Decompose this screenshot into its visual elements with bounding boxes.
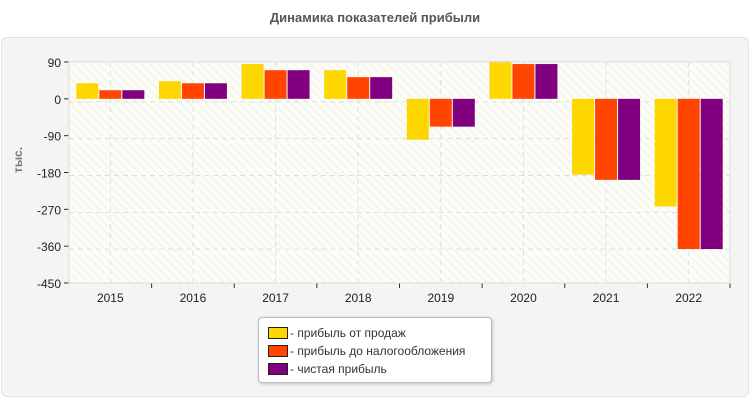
x-tick-label: 2015: [97, 291, 124, 305]
legend-item[interactable]: - чистая прибыль: [268, 360, 491, 378]
plot-border: [68, 61, 731, 284]
legend-swatch: [268, 345, 288, 357]
legend-swatch: [268, 363, 288, 375]
y-tick-label: -360: [37, 240, 61, 254]
bar-2020-2: [512, 64, 535, 99]
x-tick-label: 2019: [427, 291, 454, 305]
y-tick-label: -450: [37, 277, 61, 291]
chart-title: Динамика показателей прибыли: [269, 10, 481, 25]
legend-label: - чистая прибыль: [290, 362, 387, 376]
bar-2019-3: [452, 98, 475, 127]
y-tick-label: -270: [37, 203, 61, 217]
legend-swatch: [268, 327, 288, 339]
y-tick-label: 0: [54, 93, 61, 107]
y-tick-label: -180: [37, 167, 61, 181]
legend-item[interactable]: - прибыль до налогообложения: [268, 342, 491, 360]
bar-2020-1: [489, 61, 512, 99]
bar-2018-1: [324, 70, 347, 99]
bar-2016-3: [204, 83, 227, 99]
y-axis-label: тыс.: [11, 147, 25, 173]
x-tick-label: 2020: [510, 291, 537, 305]
bar-2022-1: [654, 98, 677, 207]
bar-2016-2: [181, 83, 204, 99]
bar-2015-2: [99, 90, 122, 99]
bar-2021-3: [618, 98, 641, 180]
bar-2021-1: [572, 98, 595, 175]
bar-2015-1: [76, 83, 99, 99]
bar-2017-3: [287, 70, 310, 99]
legend-item[interactable]: - прибыль от продаж: [268, 324, 491, 342]
bar-2019-1: [406, 98, 429, 140]
bar-2020-3: [535, 64, 558, 99]
bar-2022-3: [700, 98, 723, 250]
bar-2016-1: [158, 81, 181, 99]
x-tick-label: 2017: [262, 291, 289, 305]
bar-2017-1: [241, 64, 264, 99]
bar-2015-3: [122, 90, 145, 99]
y-tick-label: -90: [44, 130, 62, 144]
bar-2022-2: [677, 98, 700, 250]
bar-2018-2: [347, 77, 370, 99]
x-tick-label: 2022: [675, 291, 702, 305]
bar-2021-2: [595, 98, 618, 180]
legend-label: - прибыль от продаж: [290, 326, 406, 340]
bar-2017-2: [264, 70, 287, 99]
legend-label: - прибыль до налогообложения: [290, 344, 466, 358]
x-tick-label: 2021: [593, 291, 620, 305]
bar-2018-3: [370, 77, 393, 99]
y-tick-label: 90: [48, 56, 62, 70]
x-tick-label: 2018: [345, 291, 372, 305]
bar-2019-2: [429, 98, 452, 127]
x-tick-label: 2016: [180, 291, 207, 305]
legend: - прибыль от продаж - прибыль до налогооб…: [258, 317, 492, 383]
